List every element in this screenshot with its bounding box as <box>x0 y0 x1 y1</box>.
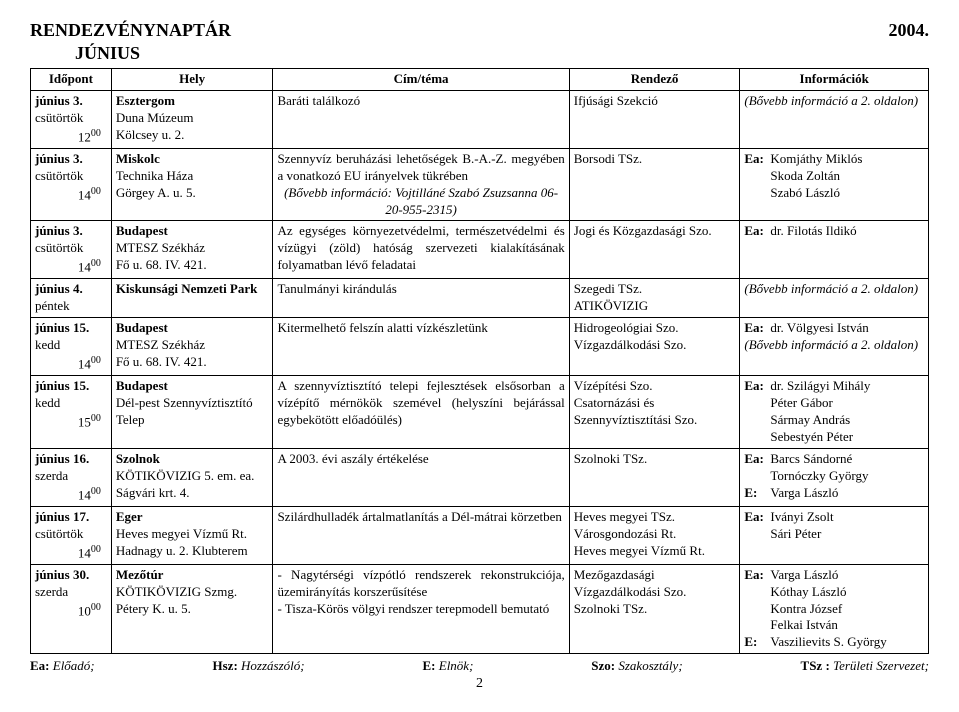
cell-date: június 15.kedd1400 <box>31 318 112 376</box>
doc-title: RENDEZVÉNYNAPTÁR <box>30 20 231 41</box>
cell-topic: Baráti találkozó <box>273 90 569 148</box>
cell-info: Ea:dr. Szilágyi MihályPéter GáborSármay … <box>740 376 929 449</box>
cell-organizer: Ifjúsági Szekció <box>569 90 740 148</box>
cell-place: MezőtúrKÖTIKÖVIZIG Szmg.Pétery K. u. 5. <box>111 564 273 653</box>
table-row: június 3.csütörtök1400BudapestMTESZ Szék… <box>31 221 929 279</box>
cell-info: Ea:dr. Filotás Ildikó <box>740 221 929 279</box>
col-org: Rendező <box>569 69 740 91</box>
cell-topic: Szennyvíz beruházási lehetőségek B.-A.-Z… <box>273 148 569 221</box>
cell-date: június 3.csütörtök1200 <box>31 90 112 148</box>
legend-item: TSz : Területi Szervezet; <box>801 658 929 674</box>
doc-subtitle: JÚNIUS <box>75 43 929 64</box>
cell-place: Kiskunsági Nemzeti Park <box>111 279 273 318</box>
table-body: június 3.csütörtök1200EsztergomDuna Múze… <box>31 90 929 653</box>
cell-topic: - Nagytérségi vízpótló rendszerek rekons… <box>273 564 569 653</box>
col-date: Időpont <box>31 69 112 91</box>
cell-place: BudapestMTESZ SzékházFő u. 68. IV. 421. <box>111 318 273 376</box>
table-row: június 3.csütörtök1400MiskolcTechnika Há… <box>31 148 929 221</box>
cell-info: Ea:dr. Völgyesi István(Bővebb információ… <box>740 318 929 376</box>
legend-item: Szo: Szakosztály; <box>591 658 682 674</box>
table-row: június 3.csütörtök1200EsztergomDuna Múze… <box>31 90 929 148</box>
cell-info: (Bővebb információ a 2. oldalon) <box>740 90 929 148</box>
cell-date: június 30.szerda1000 <box>31 564 112 653</box>
cell-organizer: Heves megyei TSz.Városgondozási Rt.Heves… <box>569 506 740 564</box>
cell-topic: A 2003. évi aszály értékelése <box>273 448 569 506</box>
cell-date: június 17.csütörtök1400 <box>31 506 112 564</box>
table-row: június 15.kedd1400BudapestMTESZ SzékházF… <box>31 318 929 376</box>
cell-info: (Bővebb információ a 2. oldalon) <box>740 279 929 318</box>
cell-place: EgerHeves megyei Vízmű Rt.Hadnagy u. 2. … <box>111 506 273 564</box>
col-info: Információk <box>740 69 929 91</box>
cell-organizer: Mezőgazdasági Vízgazdálkodási Szo.Szolno… <box>569 564 740 653</box>
table-header-row: Időpont Hely Cím/téma Rendező Információ… <box>31 69 929 91</box>
cell-info: Ea:Barcs SándornéTornóczky GyörgyE:Varga… <box>740 448 929 506</box>
cell-info: Ea:Varga LászlóKóthay LászlóKontra Józse… <box>740 564 929 653</box>
cell-organizer: Jogi és Közgazdasági Szo. <box>569 221 740 279</box>
cell-date: június 15.kedd1500 <box>31 376 112 449</box>
cell-date: június 4.péntek <box>31 279 112 318</box>
cell-place: SzolnokKÖTIKÖVIZIG 5. em. ea.Ságvári krt… <box>111 448 273 506</box>
cell-place: BudapestDél-pest Szennyvíztisztító Telep <box>111 376 273 449</box>
legend: Ea: Előadó; Hsz: Hozzászóló; E: Elnök; Szo:… <box>30 658 929 674</box>
table-row: június 16.szerda1400SzolnokKÖTIKÖVIZIG 5… <box>31 448 929 506</box>
cell-date: június 16.szerda1400 <box>31 448 112 506</box>
doc-header: RENDEZVÉNYNAPTÁR 2004. <box>30 20 929 41</box>
cell-organizer: Hidrogeológiai Szo.Vízgazdálkodási Szo. <box>569 318 740 376</box>
legend-item: E: Elnök; <box>423 658 474 674</box>
cell-date: június 3.csütörtök1400 <box>31 221 112 279</box>
col-place: Hely <box>111 69 273 91</box>
cell-topic: Kitermelhető felszín alatti vízkészletün… <box>273 318 569 376</box>
cell-date: június 3.csütörtök1400 <box>31 148 112 221</box>
cell-place: BudapestMTESZ SzékházFő u. 68. IV. 421. <box>111 221 273 279</box>
table-row: június 17.csütörtök1400EgerHeves megyei … <box>31 506 929 564</box>
doc-year: 2004. <box>889 20 930 41</box>
table-row: június 4.péntekKiskunsági Nemzeti ParkTa… <box>31 279 929 318</box>
cell-place: EsztergomDuna MúzeumKölcsey u. 2. <box>111 90 273 148</box>
cell-topic: Szilárdhulladék ártalmatlanítás a Dél-má… <box>273 506 569 564</box>
cell-organizer: Borsodi TSz. <box>569 148 740 221</box>
cell-topic: A szennyvíztisztító telepi fejlesztések … <box>273 376 569 449</box>
col-topic: Cím/téma <box>273 69 569 91</box>
table-row: június 15.kedd1500BudapestDél-pest Szenn… <box>31 376 929 449</box>
page-number: 2 <box>30 676 929 692</box>
cell-place: MiskolcTechnika HázaGörgey A. u. 5. <box>111 148 273 221</box>
cell-topic: Tanulmányi kirándulás <box>273 279 569 318</box>
cell-topic: Az egységes környezetvédelmi, természetv… <box>273 221 569 279</box>
table-row: június 30.szerda1000MezőtúrKÖTIKÖVIZIG S… <box>31 564 929 653</box>
cell-info: Ea:Komjáthy MiklósSkoda ZoltánSzabó Lász… <box>740 148 929 221</box>
legend-item: Hsz: Hozzászóló; <box>213 658 305 674</box>
cell-organizer: Vízépítési Szo.Csatornázási és Szennyvíz… <box>569 376 740 449</box>
legend-item: Ea: Előadó; <box>30 658 95 674</box>
calendar-table: Időpont Hely Cím/téma Rendező Információ… <box>30 68 929 654</box>
cell-organizer: Szegedi TSz.ATIKÖVIZIG <box>569 279 740 318</box>
cell-info: Ea:Iványi ZsoltSári Péter <box>740 506 929 564</box>
cell-organizer: Szolnoki TSz. <box>569 448 740 506</box>
